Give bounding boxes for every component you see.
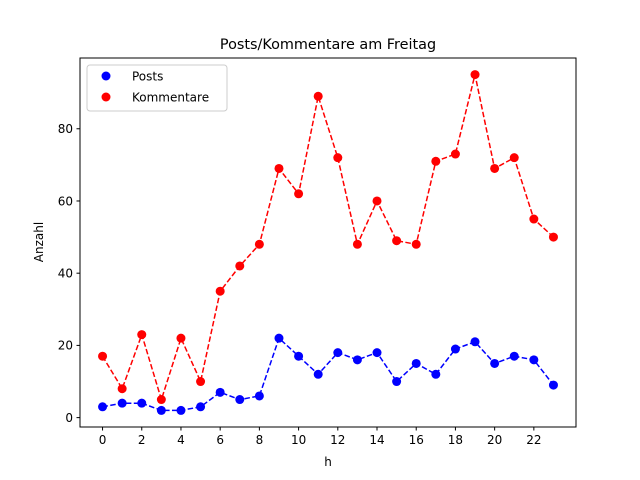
y-tick-label: 80	[58, 122, 73, 136]
data-point	[313, 369, 323, 379]
data-point	[529, 355, 539, 365]
x-tick-label: 10	[291, 433, 306, 447]
data-point	[372, 348, 382, 358]
x-tick-label: 16	[409, 433, 424, 447]
legend-kommentare-label: Kommentare	[132, 91, 209, 105]
data-point	[411, 239, 421, 249]
data-point	[333, 348, 343, 358]
legend-posts-marker-icon	[101, 71, 111, 81]
data-point	[176, 405, 186, 415]
x-tick-label: 12	[330, 433, 345, 447]
legend-box	[86, 64, 228, 112]
x-axis-label: h	[324, 455, 332, 469]
legend-kommentare-marker-icon	[101, 92, 111, 102]
data-point	[548, 232, 558, 242]
data-point	[411, 358, 421, 368]
data-point	[509, 153, 519, 163]
data-point	[176, 333, 186, 343]
y-tick-label: 0	[65, 411, 73, 425]
data-point	[548, 380, 558, 390]
data-point	[196, 377, 206, 387]
data-point	[352, 239, 362, 249]
data-point	[313, 91, 323, 101]
x-tick-label: 20	[487, 433, 502, 447]
data-point	[254, 391, 264, 401]
data-point	[137, 330, 147, 340]
x-tick-label: 6	[216, 433, 224, 447]
data-point	[333, 153, 343, 163]
series-line-kommentare	[101, 74, 555, 403]
data-point	[529, 214, 539, 224]
data-point	[352, 355, 362, 365]
x-tick-label: 0	[99, 433, 107, 447]
data-point	[215, 387, 225, 397]
data-point	[490, 163, 500, 173]
data-point	[235, 261, 245, 271]
y-axis-label: Anzahl	[32, 222, 46, 262]
y-axis-ticks: 0 20 40 60 80	[58, 122, 80, 425]
x-tick-label: 2	[138, 433, 146, 447]
data-point	[470, 337, 480, 347]
data-point	[156, 395, 166, 405]
data-point	[98, 351, 108, 361]
legend: Posts Kommentare	[86, 64, 228, 112]
data-point	[490, 358, 500, 368]
data-point	[294, 189, 304, 199]
data-point	[215, 286, 225, 296]
data-point	[235, 395, 245, 405]
y-tick-label: 60	[58, 194, 73, 208]
data-point	[156, 405, 166, 415]
data-point	[392, 377, 402, 387]
data-point	[392, 236, 402, 246]
axes-frame	[79, 57, 577, 428]
data-point	[274, 163, 284, 173]
data-point	[137, 398, 147, 408]
data-point	[431, 369, 441, 379]
x-axis-ticks: 0 2 4 6 8 10 12 14 16 18 20 22	[99, 427, 541, 447]
y-tick-label: 20	[58, 339, 73, 353]
x-tick-label: 8	[256, 433, 264, 447]
data-point	[117, 398, 127, 408]
data-point	[117, 384, 127, 394]
data-point	[98, 402, 108, 412]
data-point	[274, 333, 284, 343]
x-tick-label: 18	[448, 433, 463, 447]
data-point	[254, 239, 264, 249]
data-point	[450, 344, 460, 354]
data-point	[450, 149, 460, 159]
x-tick-label: 22	[526, 433, 541, 447]
data-point	[509, 351, 519, 361]
x-tick-label: 4	[177, 433, 185, 447]
y-tick-label: 40	[58, 266, 73, 280]
series-line-posts	[102, 336, 555, 412]
data-point	[431, 156, 441, 166]
plot-area	[98, 70, 558, 415]
data-point	[294, 351, 304, 361]
data-point	[372, 196, 382, 206]
data-point	[470, 70, 480, 80]
chart-title: Posts/Kommentare am Freitag	[220, 37, 436, 53]
legend-posts-label: Posts	[132, 70, 163, 84]
data-point	[196, 402, 206, 412]
x-tick-label: 14	[369, 433, 384, 447]
